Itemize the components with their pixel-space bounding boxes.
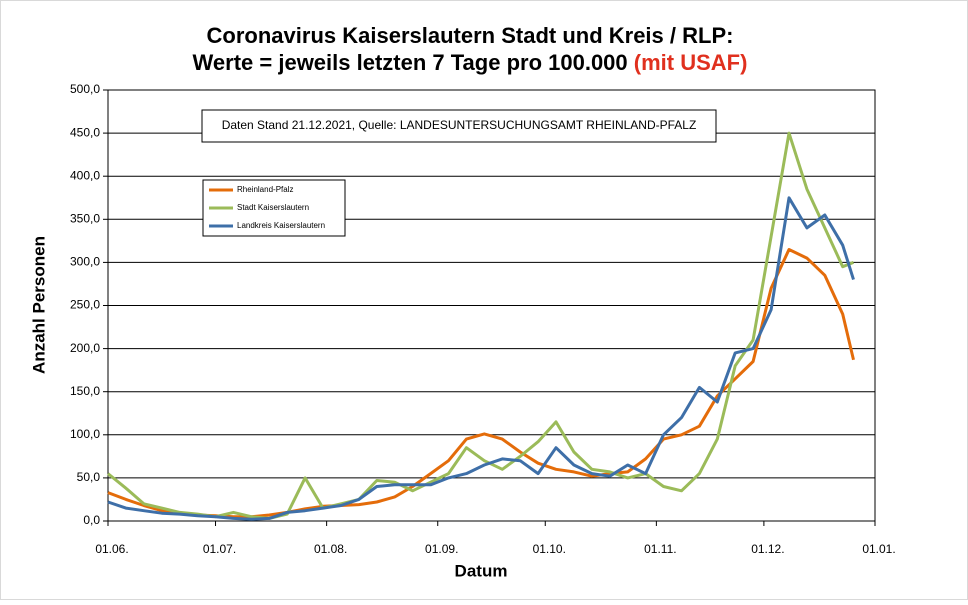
y-tick-label: 50,0 xyxy=(77,470,101,484)
y-tick-label: 150,0 xyxy=(70,384,100,398)
y-tick-label: 100,0 xyxy=(70,427,100,441)
series-line xyxy=(107,131,855,520)
x-tick-label: 01.07. xyxy=(203,542,236,556)
annotation: Daten Stand 21.12.2021, Quelle: LANDESUN… xyxy=(222,118,697,132)
legend-label: Rheinland-Pfalz xyxy=(237,185,293,194)
plot-frame xyxy=(107,89,876,522)
subtitle-main: Werte = jeweils letzten 7 Tage pro 100.0… xyxy=(193,50,628,75)
y-tick-label: 450,0 xyxy=(70,125,100,139)
y-tick-label: 200,0 xyxy=(70,341,100,355)
x-tick-label: 01.01. xyxy=(862,542,895,556)
x-tick-label: 01.09. xyxy=(425,542,458,556)
legend-label: Landkreis Kaiserslautern xyxy=(237,221,325,230)
series-line xyxy=(107,248,855,519)
x-tick-label: 01.10. xyxy=(533,542,566,556)
y-tick-label: 400,0 xyxy=(70,168,100,182)
x-tick-label: 01.08. xyxy=(314,542,347,556)
annotation-box xyxy=(201,109,717,143)
x-tick-label: 01.11. xyxy=(644,542,676,556)
legend-label: Stadt Kaiserslautern xyxy=(237,203,309,212)
y-tick-label: 250,0 xyxy=(70,298,100,312)
y-tick-label: 300,0 xyxy=(70,255,100,269)
x-axis-title: Datum xyxy=(455,561,508,580)
y-tick-label: 500,0 xyxy=(70,82,100,96)
x-tick-label: 01.12. xyxy=(751,542,784,556)
x-tick-label: 01.06. xyxy=(95,542,128,556)
subtitle-note: (mit USAF) xyxy=(634,50,748,75)
y-tick-label: 0,0 xyxy=(83,513,100,527)
y-axis-title: Anzahl Personen xyxy=(29,236,48,374)
series-line xyxy=(107,196,855,521)
chart-subtitle: Werte = jeweils letzten 7 Tage pro 100.0… xyxy=(193,50,748,75)
chart-title: Coronavirus Kaiserslautern Stadt und Kre… xyxy=(207,23,734,48)
y-tick-label: 350,0 xyxy=(70,211,100,225)
